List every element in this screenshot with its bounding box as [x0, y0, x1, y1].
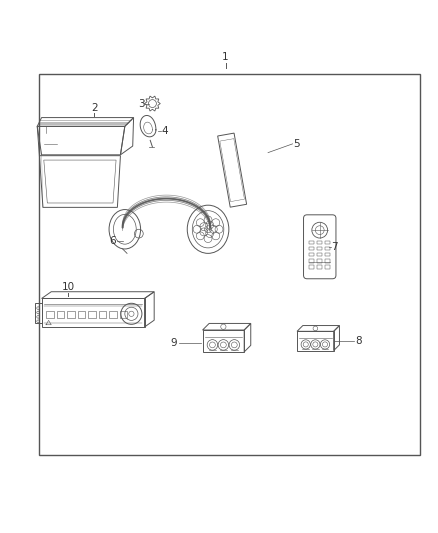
Text: 8: 8 [355, 336, 361, 346]
Text: 6: 6 [110, 236, 116, 246]
Bar [317, 259, 322, 263]
Text: 2: 2 [91, 103, 98, 113]
Bar [42, 298, 145, 327]
Text: 10: 10 [61, 282, 74, 292]
Bar [57, 311, 64, 318]
Bar [325, 247, 330, 251]
Bar [309, 265, 314, 269]
Bar [202, 330, 244, 352]
Bar [325, 259, 330, 263]
Bar [317, 265, 322, 269]
Bar [99, 311, 106, 318]
Bar [317, 241, 322, 244]
Bar [297, 332, 334, 351]
Bar [109, 311, 117, 318]
Bar [88, 311, 96, 318]
Bar [309, 259, 314, 263]
Text: 1: 1 [222, 52, 229, 62]
Bar [317, 253, 322, 256]
Text: 4: 4 [161, 126, 168, 136]
Text: 7: 7 [331, 242, 337, 252]
Bar [325, 253, 330, 256]
Bar [317, 247, 322, 251]
Bar [46, 311, 54, 318]
Bar [309, 253, 314, 256]
Bar [67, 311, 75, 318]
Bar [120, 311, 127, 318]
Bar [309, 241, 314, 244]
Text: 9: 9 [171, 338, 177, 348]
Bar [78, 311, 85, 318]
Bar [309, 247, 314, 251]
Bar [325, 241, 330, 244]
Bar [325, 265, 330, 269]
Bar [39, 74, 420, 455]
Text: 5: 5 [293, 139, 300, 149]
Text: 3: 3 [138, 99, 145, 109]
